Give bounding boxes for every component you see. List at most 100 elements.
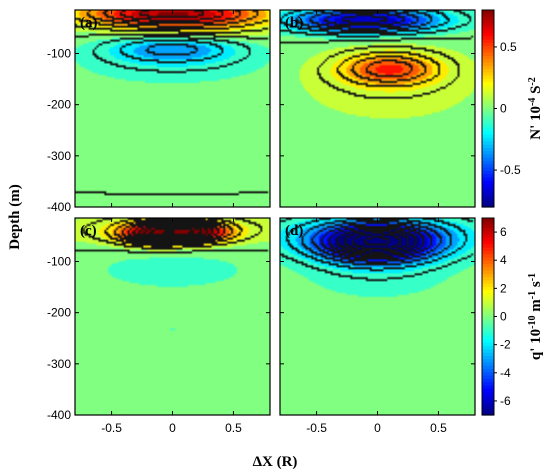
- colorbar-segment: [482, 85, 494, 90]
- colorbar-segment: [482, 88, 494, 93]
- x-axis-title: ΔX (R): [253, 454, 298, 470]
- colorbar-segment: [482, 267, 494, 272]
- colorbar-segment: [482, 115, 494, 119]
- colorbar-segment: [482, 138, 494, 142]
- colorbar-segment: [482, 372, 494, 377]
- colorbar-segment: [482, 101, 494, 106]
- colorbar-tick-label: -2: [500, 338, 511, 352]
- colorbar-segment: [482, 313, 494, 318]
- colorbar-segment: [482, 332, 494, 337]
- colorbar-segment: [482, 244, 494, 249]
- colorbar-segment: [482, 408, 494, 413]
- colorbar-segment: [482, 375, 494, 380]
- colorbar-segment: [482, 346, 494, 350]
- colorbar-segment: [482, 128, 494, 133]
- colorbar-segment: [482, 290, 494, 295]
- y-axis-title: Depth (m): [7, 184, 23, 249]
- colorbar-segment: [482, 174, 494, 179]
- colorbar-segment: [482, 365, 494, 370]
- colorbar-tick-label: -0.5: [500, 163, 521, 177]
- colorbar-segment: [482, 362, 494, 367]
- colorbar-segment: [482, 98, 494, 103]
- colorbar-segment: [482, 260, 494, 265]
- colorbar-segment: [482, 319, 494, 324]
- x-tick-label: 0.5: [430, 421, 447, 435]
- colorbar-segment: [482, 227, 494, 232]
- colorbar-segment: [482, 46, 494, 50]
- colorbar-segment: [482, 329, 494, 334]
- colorbar-segment: [482, 75, 494, 80]
- panel-label: (b): [285, 15, 303, 31]
- y-tick-label: -400: [47, 200, 71, 214]
- colorbar-segment: [482, 95, 494, 100]
- colorbar-segment: [482, 82, 494, 87]
- colorbar-tick-label: 2: [500, 281, 507, 295]
- colorbar-segment: [482, 280, 494, 285]
- colorbar-segment: [482, 411, 494, 416]
- colorbar-tick-label: -4: [500, 366, 511, 380]
- colorbar-segment: [482, 355, 494, 360]
- colorbar-segment: [482, 39, 494, 44]
- panel-2: (b): [279, 9, 476, 208]
- contour-field: [280, 10, 475, 207]
- contour-field: [75, 10, 270, 207]
- colorbar-segment: [482, 200, 494, 205]
- colorbar-segment: [482, 382, 494, 387]
- panel-3: (c) -100 -200 -300 -400 -0.5 0 0.5: [47, 217, 271, 435]
- colorbar-segment: [482, 263, 494, 268]
- colorbar-segment: [482, 237, 494, 242]
- x-tick-label: 0.5: [225, 421, 242, 435]
- colorbar-segment: [482, 72, 494, 77]
- colorbar-segment: [482, 26, 494, 31]
- colorbar-segment: [482, 187, 494, 192]
- contour-field: [280, 218, 475, 415]
- x-tick-label: 0: [169, 421, 176, 435]
- colorbar-segment: [482, 118, 494, 123]
- y-tick-label: -300: [47, 357, 71, 371]
- colorbar-tick-label: -6: [500, 394, 511, 408]
- colorbar-segment: [482, 65, 494, 70]
- colorbar-segment: [482, 10, 494, 14]
- colorbar-segment: [482, 323, 494, 327]
- contour-field: [75, 218, 270, 415]
- colorbar-segment: [482, 59, 494, 64]
- colorbar-segment: [482, 254, 494, 258]
- colorbar-segment: [482, 147, 494, 152]
- colorbar-segment: [482, 369, 494, 373]
- colorbar-segment: [482, 13, 494, 18]
- colorbar-segment: [482, 92, 494, 96]
- colorbar-segment: [482, 224, 494, 229]
- y-tick-label: -400: [47, 408, 71, 422]
- colorbar-title: N' 10-4 S-2: [527, 77, 545, 140]
- colorbar-segment: [482, 395, 494, 400]
- colorbar-segment: [482, 283, 494, 288]
- colorbar-segment: [482, 326, 494, 331]
- y-tick-label: -100: [47, 46, 71, 60]
- colorbar-tick-label: 4: [500, 253, 507, 267]
- y-tick-label: -200: [47, 98, 71, 112]
- colorbar-segment: [482, 144, 494, 149]
- colorbar-segment: [482, 221, 494, 226]
- colorbar-segment: [482, 170, 494, 175]
- colorbar-segment: [482, 131, 494, 136]
- colorbar-segment: [482, 342, 494, 347]
- colorbar-segment: [482, 388, 494, 393]
- colorbar-segment: [482, 293, 494, 298]
- colorbar-segment: [482, 32, 494, 37]
- colorbar-segment: [482, 352, 494, 357]
- colorbar-segment: [482, 378, 494, 383]
- colorbar-segment: [482, 398, 494, 403]
- colorbar-segment: [482, 19, 494, 24]
- colorbar-segment: [482, 69, 494, 73]
- x-tick-label: -0.5: [306, 421, 327, 435]
- colorbar-segment: [482, 349, 494, 354]
- colorbar-segment: [482, 296, 494, 301]
- colorbar-segment: [482, 240, 494, 245]
- colorbar-top: 0.5 0 -0.5 N' 10-4 S-2: [481, 9, 545, 208]
- x-tick-label: 0: [374, 421, 381, 435]
- colorbar-segment: [482, 105, 494, 110]
- colorbar-tick-label: 0: [500, 310, 507, 324]
- colorbar-segment: [482, 157, 494, 162]
- colorbar-segment: [482, 29, 494, 34]
